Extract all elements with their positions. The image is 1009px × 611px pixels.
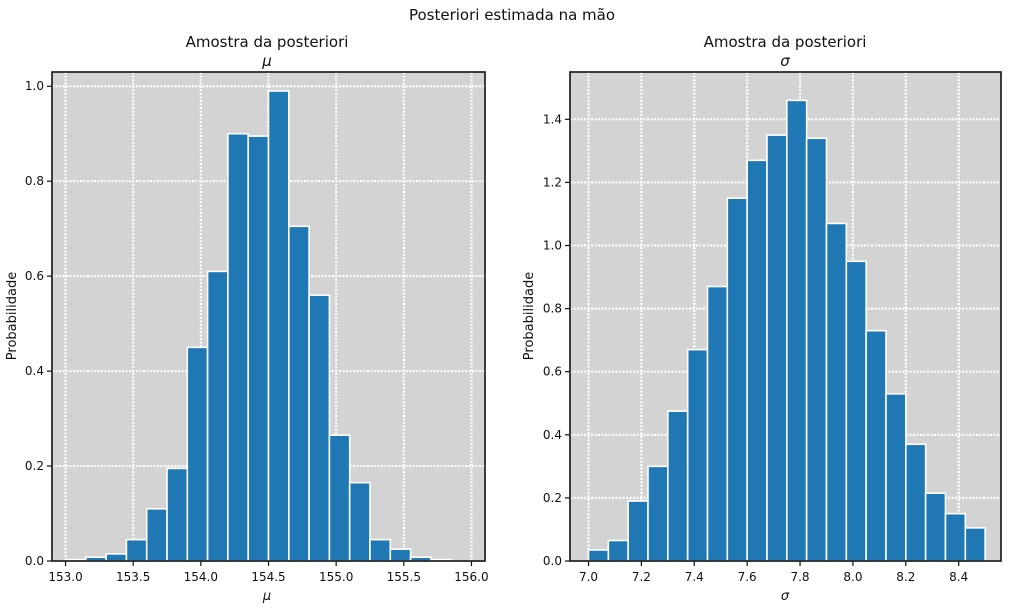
mu-chart-title: Amostra da posteriori [186, 33, 349, 51]
sigma-x-ticks: 7.0 7.2 7.4 7.6 7.8 8.0 8.2 8.4 [579, 561, 968, 584]
sigma-x-tick-label: 7.6 [738, 570, 757, 584]
sigma-histogram-bar [885, 392, 907, 562]
mu-x-axis-label: μ [262, 589, 271, 604]
mu-bars [64, 90, 452, 562]
sigma-histogram-bar [607, 539, 629, 562]
mu-y-tick-label: 0.6 [25, 269, 44, 283]
mu-histogram-bar [206, 270, 229, 562]
mu-histogram-bar [267, 90, 290, 562]
sigma-x-tick-label: 7.0 [579, 570, 598, 584]
mu-x-tick-label: 154.5 [251, 570, 285, 584]
sigma-histogram-bar [964, 527, 986, 562]
sigma-x-tick-label: 8.2 [896, 570, 915, 584]
mu-histogram-bar [369, 538, 392, 562]
sigma-chart-title: Amostra da posteriori [704, 33, 867, 51]
mu-y-tick-label: 0.4 [25, 364, 44, 378]
mu-histogram-bar [247, 135, 270, 562]
figure-suptitle: Posteriori estimada na mão [409, 6, 615, 24]
sigma-histogram-bar [845, 260, 867, 562]
sigma-histogram-bar [924, 492, 947, 562]
sigma-y-tick-label: 0.2 [543, 491, 562, 505]
mu-y-tick-label: 1.0 [25, 79, 44, 93]
sigma-y-axis-label: Probabilidade [522, 272, 537, 360]
mu-x-tick-label: 155.0 [319, 570, 353, 584]
mu-x-tick-label: 153.0 [48, 570, 82, 584]
sigma-y-tick-label: 1.2 [543, 175, 562, 189]
sigma-histogram-bar [667, 410, 689, 562]
sigma-histogram-bar [825, 222, 848, 562]
mu-histogram-bar [227, 132, 250, 562]
sigma-y-tick-label: 0.8 [543, 302, 562, 316]
sigma-y-tick-label: 0.0 [543, 554, 562, 568]
sigma-histogram-bar [627, 500, 649, 562]
sigma-histogram-bar [865, 329, 887, 562]
sigma-histogram-bar [587, 549, 610, 562]
mu-x-tick-label: 156.0 [454, 570, 488, 584]
mu-histogram-panel: Amostra da posteriori μ 153.0 153.5 154.0 1… [5, 33, 489, 604]
sigma-histogram-bar [766, 134, 788, 562]
sigma-histogram-bar [944, 512, 967, 562]
sigma-y-tick-label: 1.0 [543, 239, 562, 253]
sigma-x-tick-label: 8.4 [949, 570, 968, 584]
mu-y-tick-label: 0.8 [25, 174, 44, 188]
mu-x-tick-label: 153.5 [116, 570, 150, 584]
sigma-chart-subtitle: σ [780, 52, 790, 70]
mu-histogram-bar [348, 481, 371, 562]
mu-histogram-bar [328, 434, 351, 562]
sigma-x-axis-label: σ [781, 589, 790, 604]
mu-x-tick-label: 154.0 [184, 570, 218, 584]
sigma-histogram-bar [746, 159, 768, 562]
mu-histogram-bar [186, 346, 209, 562]
sigma-histogram-bar [706, 285, 729, 562]
mu-y-tick-label: 0.0 [25, 554, 44, 568]
sigma-histogram-bar [805, 137, 828, 562]
mu-histogram-bar [308, 294, 331, 562]
mu-histogram-bar [125, 538, 148, 562]
mu-x-tick-label: 155.5 [387, 570, 421, 584]
mu-y-tick-label: 0.2 [25, 459, 44, 473]
sigma-y-tick-label: 0.6 [543, 365, 562, 379]
sigma-histogram-bar [686, 348, 709, 562]
sigma-histogram-bar [905, 443, 927, 562]
mu-histogram-bar [145, 507, 168, 562]
sigma-histogram-panel: Amostra da posteriori σ 7.0 7.2 7.4 7.6 7.8 8… [522, 33, 1002, 604]
sigma-y-ticks: 0.0 0.2 0.4 0.6 0.8 1.0 1.2 1.4 [543, 112, 570, 568]
mu-histogram-bar [287, 225, 310, 562]
mu-histogram-bar [105, 553, 128, 562]
sigma-x-tick-label: 7.4 [685, 570, 704, 584]
mu-histogram-bar [389, 548, 412, 562]
sigma-y-tick-label: 0.4 [543, 428, 562, 442]
sigma-plot-frame [569, 71, 1002, 562]
mu-y-ticks: 0.0 0.2 0.4 0.6 0.8 1.0 [25, 79, 52, 568]
sigma-histogram-bar [726, 197, 748, 562]
mu-chart-subtitle: μ [261, 52, 272, 70]
sigma-x-tick-label: 8.0 [843, 570, 862, 584]
mu-histogram-bar [166, 467, 189, 562]
sigma-y-tick-label: 1.4 [543, 112, 562, 126]
mu-x-ticks: 153.0 153.5 154.0 154.5 155.0 155.5 156.0 [48, 561, 489, 584]
sigma-x-tick-label: 7.8 [790, 570, 809, 584]
sigma-x-tick-label: 7.2 [632, 570, 651, 584]
mu-y-axis-label: Probabilidade [5, 272, 20, 360]
sigma-histogram-bar [786, 99, 808, 562]
sigma-bars [587, 99, 986, 562]
sigma-histogram-bar [647, 465, 669, 562]
